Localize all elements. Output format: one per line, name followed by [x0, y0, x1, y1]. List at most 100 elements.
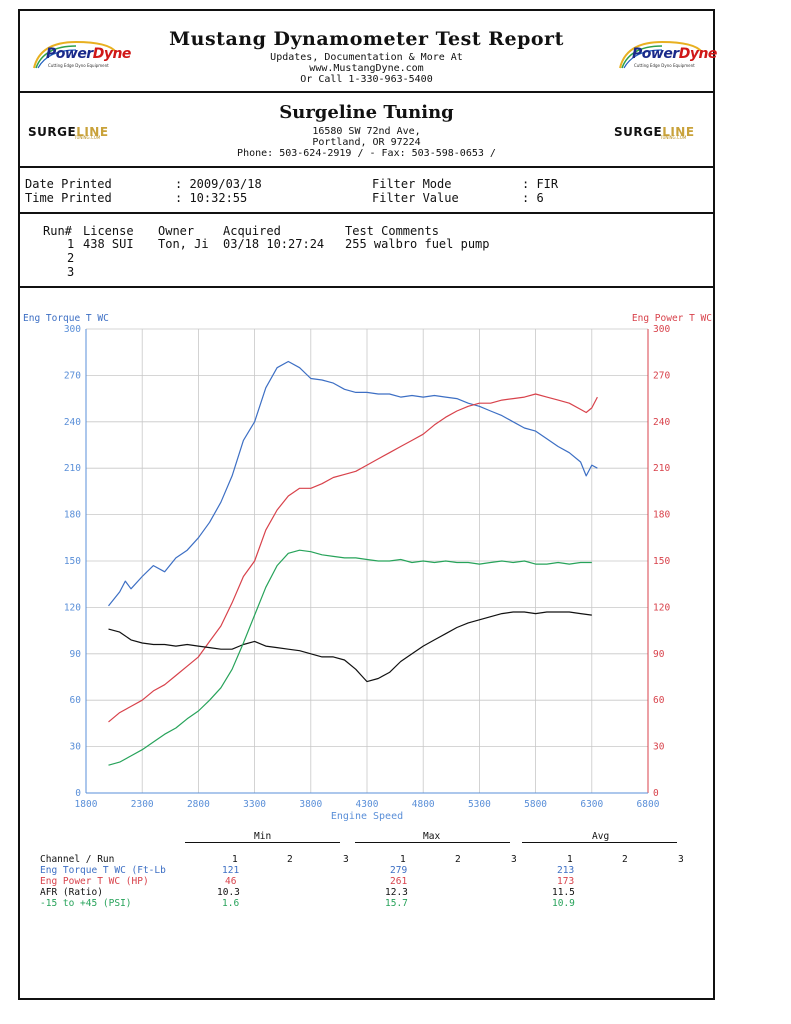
- y-tick-label-right: 180: [653, 510, 670, 521]
- stats-run-number: 3: [343, 854, 349, 865]
- stats-channel-header: Channel / Run: [40, 854, 115, 865]
- report-header: PowerDyne Cutting Edge Dyno Equipment Mu…: [20, 11, 717, 91]
- stats-row-name: AFR (Ratio): [40, 887, 103, 898]
- y-tick-label-left: 210: [64, 463, 81, 474]
- divider: [20, 166, 713, 168]
- stats-run-number: 1: [232, 854, 238, 865]
- date-printed-value: : 2009/03/18: [175, 177, 262, 191]
- series-line-boost: [108, 549, 592, 766]
- runs-header-owner: Owner: [158, 224, 195, 238]
- y-tick-label-right: 30: [653, 742, 665, 753]
- stats-row-avg: 213: [557, 865, 575, 876]
- stats-row-name: -15 to +45 (PSI): [40, 898, 132, 909]
- x-tick-label: 6800: [637, 799, 660, 810]
- filter-mode-label: Filter Mode: [372, 177, 452, 191]
- x-tick-label: 3800: [299, 799, 322, 810]
- surgeline-logo-right: SURGELINE TUNING.COM: [614, 125, 695, 140]
- stats-run-number: 1: [400, 854, 406, 865]
- time-printed-label: Time Printed: [25, 191, 112, 205]
- surgeline-logo-left: SURGELINE TUNING.COM: [28, 125, 109, 140]
- y-tick-label-right: 300: [653, 324, 670, 335]
- run-number: 2: [67, 251, 75, 265]
- x-tick-label: 6300: [580, 799, 603, 810]
- x-tick-label: 1800: [75, 799, 98, 810]
- y-tick-label-left: 30: [70, 742, 82, 753]
- x-axis-label: Engine Speed: [331, 811, 403, 822]
- x-tick-label: 3300: [243, 799, 266, 810]
- run-license: 438 SUI: [83, 237, 134, 251]
- stats-group-max: Max: [423, 831, 441, 842]
- dyno-chart: 0 0 30 30 60 60 90 90 120 120 150 150 180 180 210 210 24…: [23, 313, 712, 822]
- stats-row-min: 121: [222, 865, 240, 876]
- divider: [20, 212, 713, 214]
- series-line-power: [108, 393, 598, 723]
- y-tick-label-right: 240: [653, 417, 670, 428]
- y-tick-label-left: 300: [64, 324, 81, 335]
- header-contact: Updates, Documentation & More At www.Mus…: [270, 52, 463, 85]
- meta-section: Date Printed : 2009/03/18 Time Printed :…: [20, 168, 713, 212]
- y-tick-label-right: 90: [653, 649, 665, 660]
- run-number: 3: [67, 265, 75, 279]
- run-comment: 255 walbro fuel pump: [345, 237, 490, 251]
- stats-row-name: Eng Torque T WC (Ft-Lb: [40, 865, 166, 876]
- run-number: 1: [67, 237, 75, 251]
- run-owner: Ton, Ji: [158, 237, 209, 251]
- y-tick-label-left: 120: [64, 602, 81, 613]
- shop-contact: 16580 SW 72nd Ave, Portland, OR 97224 Ph…: [237, 126, 496, 159]
- shop-section: SURGELINE TUNING.COM Surgeline Tuning 16…: [20, 93, 713, 165]
- y-tick-label-left: 0: [75, 788, 81, 799]
- filter-value-value: : 6: [522, 191, 544, 205]
- y-tick-label-left: 90: [70, 649, 82, 660]
- y-tick-label-left: 270: [64, 370, 81, 381]
- date-printed-label: Date Printed: [25, 177, 112, 191]
- shop-name: Surgeline Tuning: [279, 102, 454, 123]
- runs-header-comments: Test Comments: [345, 224, 439, 238]
- y-tick-label-right: 270: [653, 370, 670, 381]
- stats-row-avg: 173: [557, 876, 575, 887]
- stats-run-number: 3: [678, 854, 684, 865]
- y-tick-label-left: 180: [64, 510, 81, 521]
- y-tick-label-left: 150: [64, 556, 81, 567]
- stats-row-avg: 11.5: [552, 887, 575, 898]
- series-line-torque: [108, 360, 598, 607]
- stats-run-number: 2: [287, 854, 293, 865]
- x-tick-label: 5300: [468, 799, 491, 810]
- stats-run-number: 3: [511, 854, 517, 865]
- run-acquired: 03/18 10:27:24: [223, 237, 325, 251]
- stats-row-min: 46: [225, 876, 237, 887]
- filter-mode-value: : FIR: [522, 177, 559, 191]
- report-frame: PowerDyne Cutting Edge Dyno Equipment Mu…: [18, 9, 717, 1000]
- stats-row-name: Eng Power T WC (HP): [40, 876, 149, 887]
- y-tick-label-right: 210: [653, 463, 670, 474]
- x-tick-label: 5800: [524, 799, 547, 810]
- powerdyne-swoosh-icon: [33, 40, 117, 69]
- divider: [20, 286, 713, 288]
- stats-row-max: 12.3: [385, 887, 408, 898]
- y-tick-label-right: 60: [653, 695, 665, 706]
- y-tick-label-left: 60: [70, 695, 82, 706]
- x-tick-label: 4300: [356, 799, 379, 810]
- y-tick-label-right: 150: [653, 556, 670, 567]
- stats-run-number: 2: [622, 854, 628, 865]
- y-axis-label-right: Eng Power T WC: [632, 313, 712, 324]
- stats-group-avg: Avg: [592, 831, 610, 842]
- filter-value-label: Filter Value: [372, 191, 459, 205]
- stats-row-max: 261: [390, 876, 408, 887]
- stats-row-avg: 10.9: [552, 898, 575, 909]
- x-tick-label: 2800: [187, 799, 210, 810]
- y-tick-label-left: 240: [64, 417, 81, 428]
- runs-header-run: Run#: [43, 224, 72, 238]
- runs-section: Run# License Owner Acquired Test Comment…: [20, 214, 713, 286]
- divider: [20, 91, 713, 93]
- x-tick-label: 2300: [131, 799, 154, 810]
- stats-row-max: 15.7: [385, 898, 408, 909]
- stats-section: Min Max Avg Channel / Run 1 2 3 1 2 3 1 …: [20, 829, 713, 919]
- stats-row-min: 10.3: [217, 887, 240, 898]
- stats-row-max: 279: [390, 865, 408, 876]
- runs-header-acquired: Acquired: [223, 224, 281, 238]
- stats-row-min: 1.6: [222, 898, 240, 909]
- powerdyne-logo-right: PowerDyne Cutting Edge Dyno Equipment: [616, 38, 717, 72]
- y-tick-label-right: 0: [653, 788, 659, 799]
- stats-run-number: 2: [455, 854, 461, 865]
- y-axis-label-left: Eng Torque T WC: [23, 313, 109, 324]
